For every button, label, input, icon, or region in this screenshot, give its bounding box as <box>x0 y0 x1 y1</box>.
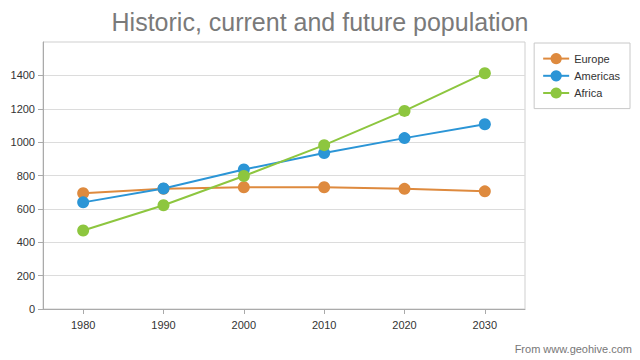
svg-text:2030: 2030 <box>473 319 497 331</box>
svg-text:Europe: Europe <box>574 53 609 65</box>
svg-text:1980: 1980 <box>71 319 95 331</box>
svg-text:1400: 1400 <box>11 69 35 81</box>
svg-text:2010: 2010 <box>312 319 336 331</box>
svg-text:0: 0 <box>29 303 35 315</box>
svg-text:2000: 2000 <box>232 319 256 331</box>
svg-text:Americas: Americas <box>574 70 620 82</box>
svg-text:From www.geohive.com: From www.geohive.com <box>515 343 632 355</box>
svg-text:200: 200 <box>17 270 35 282</box>
svg-text:Historic, current and future p: Historic, current and future population <box>112 8 529 36</box>
svg-text:1200: 1200 <box>11 103 35 115</box>
svg-text:1000: 1000 <box>11 136 35 148</box>
svg-text:Africa: Africa <box>574 87 603 99</box>
svg-text:400: 400 <box>17 236 35 248</box>
svg-text:1990: 1990 <box>151 319 175 331</box>
svg-text:600: 600 <box>17 203 35 215</box>
svg-text:2020: 2020 <box>392 319 416 331</box>
svg-text:800: 800 <box>17 170 35 182</box>
